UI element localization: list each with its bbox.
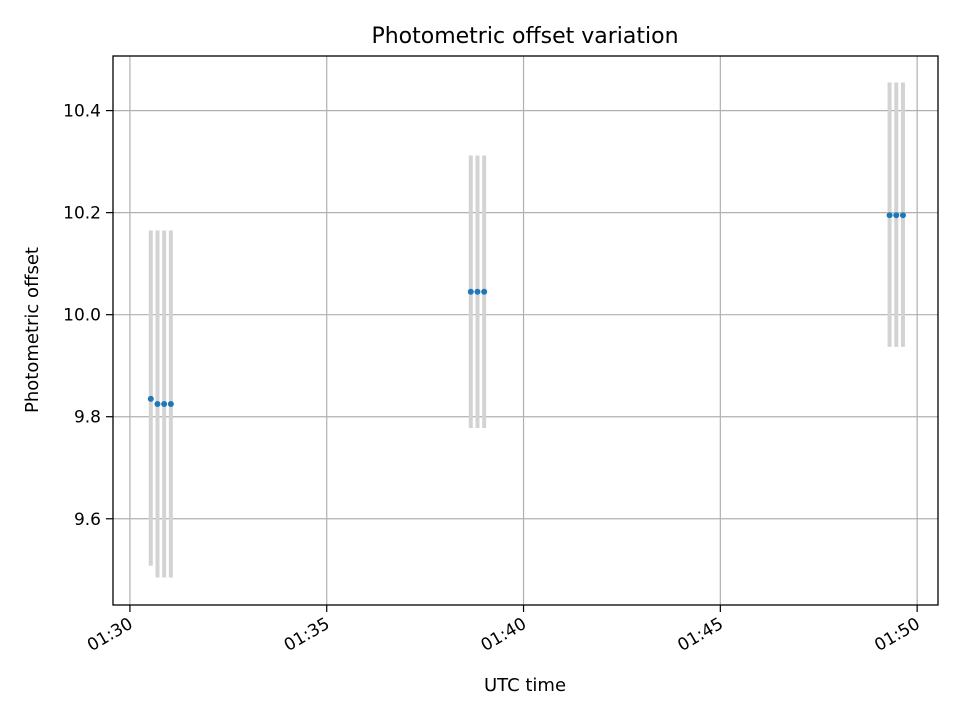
- x-tick-label: 01:50: [871, 614, 923, 656]
- data-point: [893, 212, 900, 219]
- data-point: [474, 288, 481, 295]
- x-axis-label: UTC time: [484, 675, 566, 696]
- y-tick-label: 10.2: [63, 204, 101, 224]
- data-point: [154, 400, 161, 407]
- grid: [113, 56, 938, 605]
- data-points: [147, 212, 906, 407]
- chart-title: Photometric offset variation: [371, 24, 678, 49]
- data-point: [899, 212, 906, 219]
- data-point: [481, 288, 488, 295]
- y-axis-ticks: 9.6 9.8 10.0 10.2 10.4: [63, 102, 113, 530]
- data-point: [147, 395, 154, 402]
- x-tick-label: 01:40: [478, 614, 530, 656]
- data-point: [467, 288, 474, 295]
- y-tick-label: 9.6: [74, 510, 101, 530]
- data-point: [161, 400, 168, 407]
- x-tick-label: 01:35: [281, 614, 333, 656]
- y-axis-label: Photometric offset: [22, 247, 43, 413]
- x-tick-label: 01:45: [674, 614, 726, 656]
- y-tick-label: 10.4: [63, 102, 101, 122]
- plot-frame: [112, 55, 939, 606]
- x-tick-label: 01:30: [84, 614, 136, 656]
- data-point: [167, 400, 174, 407]
- y-tick-label: 9.8: [74, 408, 101, 428]
- error-bars: [148, 82, 905, 578]
- data-point: [886, 212, 893, 219]
- x-axis-ticks: 01:30 01:35 01:40 01:45 01:50: [84, 605, 924, 656]
- y-tick-label: 10.0: [63, 306, 101, 326]
